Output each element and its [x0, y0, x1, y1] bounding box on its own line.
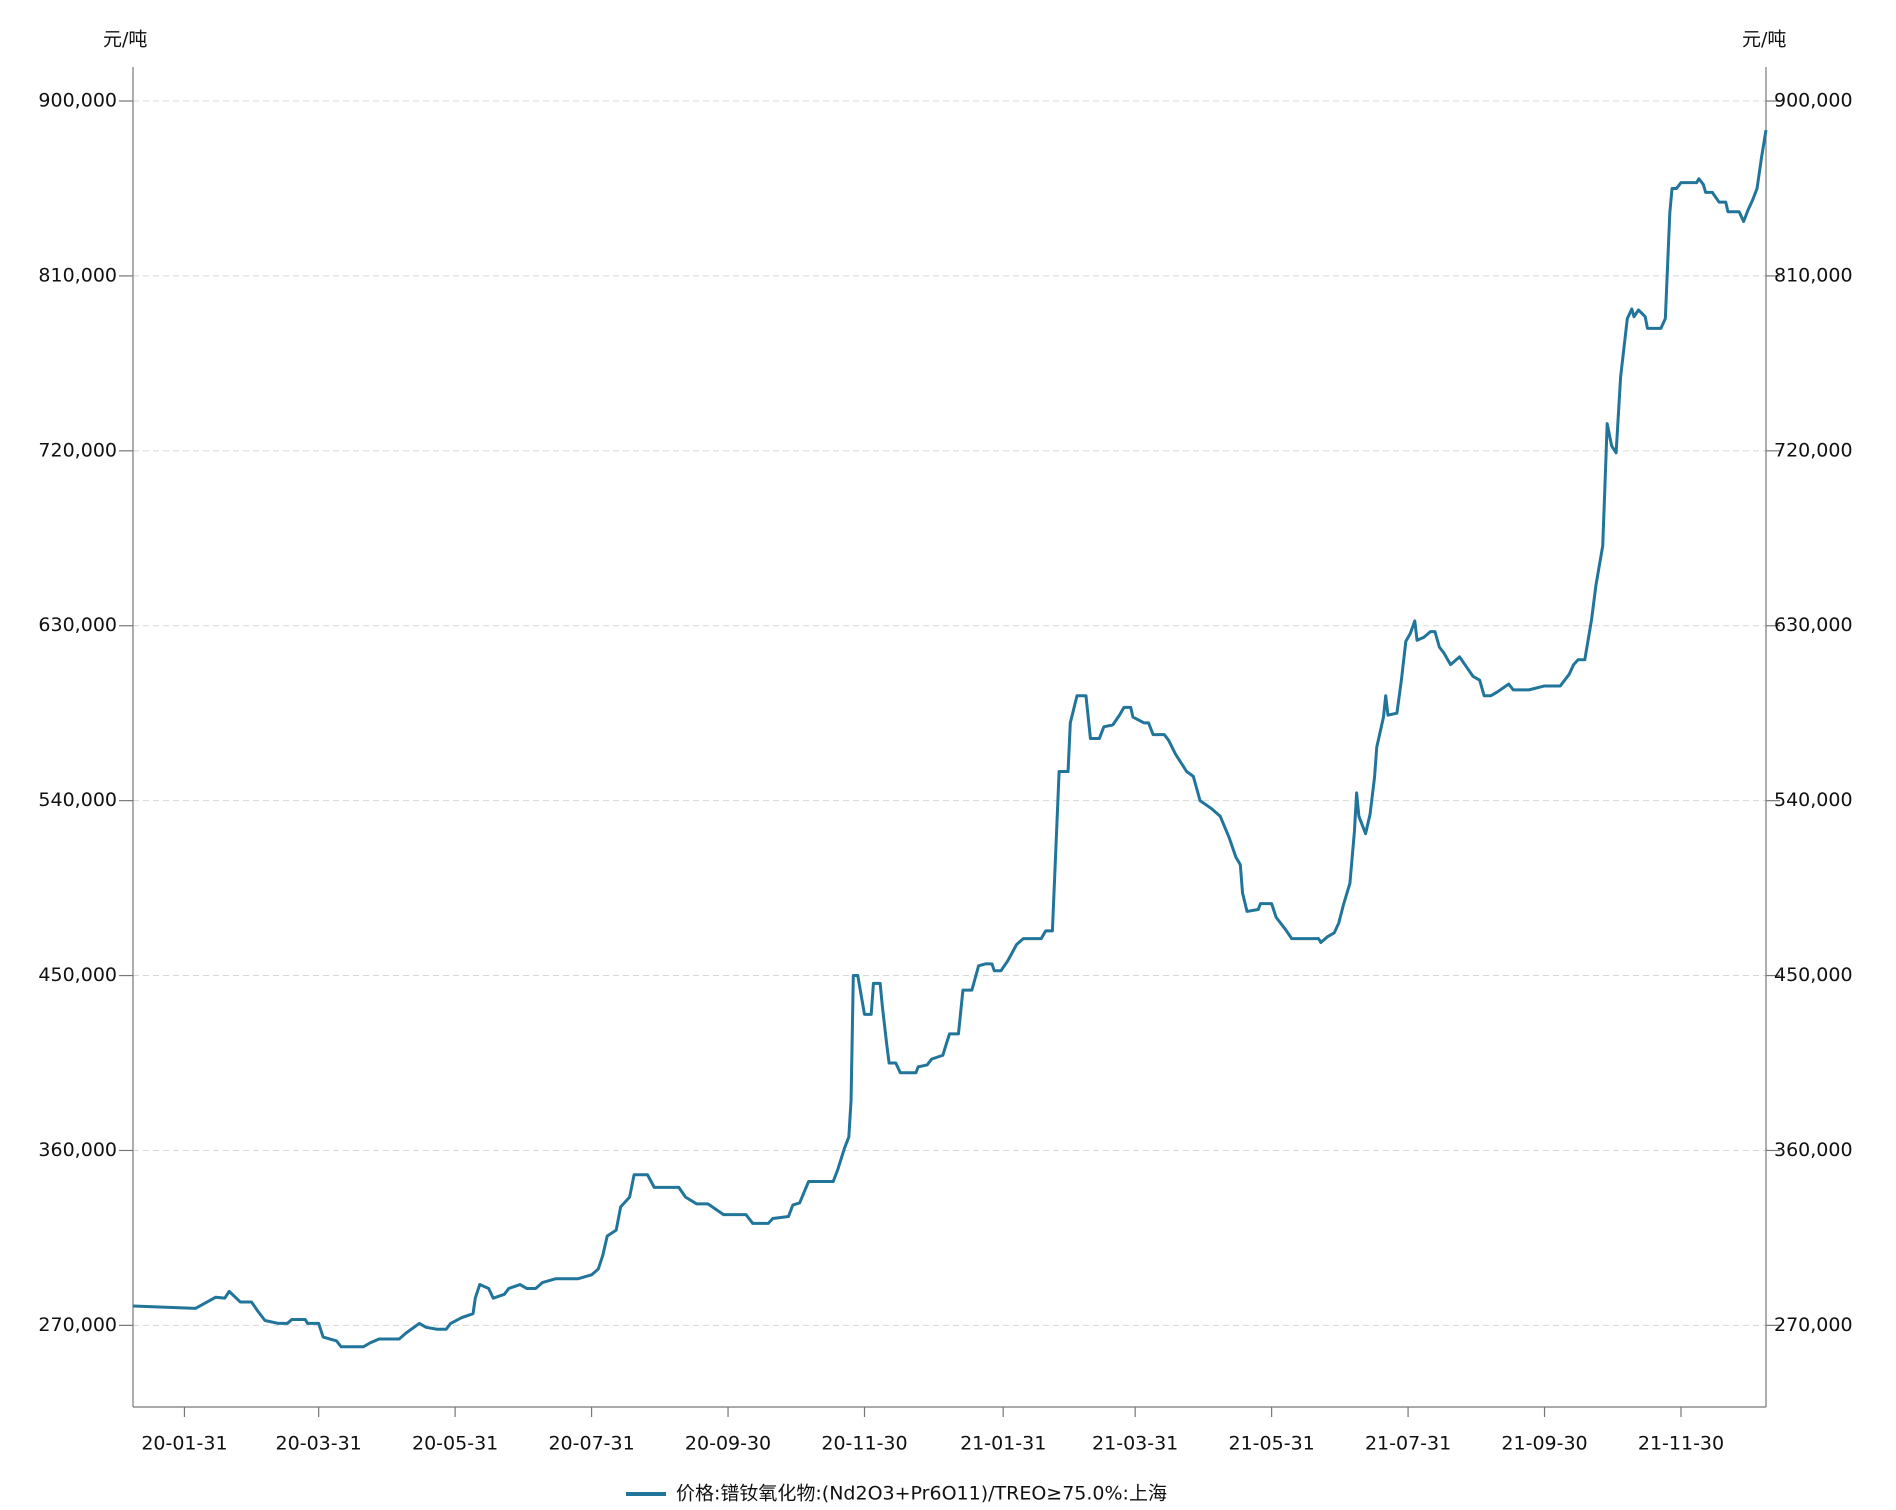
x-tick-label: 20-01-31 — [141, 1433, 227, 1455]
y2-tick-label: 270,000 — [1774, 1314, 1853, 1336]
y-tick-label: 450,000 — [38, 964, 117, 986]
price-line — [132, 129, 1768, 1349]
y-tick-label: 810,000 — [38, 264, 117, 286]
x-tick-label: 20-09-30 — [685, 1433, 771, 1455]
x-tick-label: 21-03-31 — [1092, 1433, 1178, 1455]
y2-tick-label: 540,000 — [1774, 789, 1853, 811]
x-tick-label: 21-05-31 — [1229, 1433, 1315, 1455]
y-tick-label: 900,000 — [38, 90, 117, 112]
legend-label: 价格:镨钕氧化物:(Nd2O3+Pr6O11)/TREO≥75.0%:上海 — [676, 1483, 1167, 1505]
y-axis-unit: 元/吨 — [103, 29, 147, 51]
y2-tick-label: 900,000 — [1774, 90, 1853, 112]
y2-tick-label: 720,000 — [1774, 439, 1853, 461]
y-tick-label: 630,000 — [38, 614, 117, 636]
y-tick-label: 720,000 — [38, 439, 117, 461]
x-tick-label: 20-11-30 — [821, 1433, 907, 1455]
y2-tick-label: 810,000 — [1774, 264, 1853, 286]
y2-tick-label: 630,000 — [1774, 614, 1853, 636]
x-tick-label: 21-07-31 — [1365, 1433, 1451, 1455]
x-tick-label: 20-03-31 — [276, 1433, 362, 1455]
y-tick-label: 540,000 — [38, 789, 117, 811]
y-tick-label: 270,000 — [38, 1314, 117, 1336]
x-tick-label: 20-05-31 — [412, 1433, 498, 1455]
x-tick-label: 21-01-31 — [960, 1433, 1046, 1455]
x-tick-label: 21-11-30 — [1638, 1433, 1724, 1455]
x-tick-label: 20-07-31 — [548, 1433, 634, 1455]
y2-axis-unit: 元/吨 — [1742, 29, 1786, 51]
y2-tick-label: 450,000 — [1774, 964, 1853, 986]
x-tick-label: 21-09-30 — [1501, 1433, 1587, 1455]
y-tick-label: 360,000 — [38, 1139, 117, 1161]
y2-tick-label: 360,000 — [1774, 1139, 1853, 1161]
